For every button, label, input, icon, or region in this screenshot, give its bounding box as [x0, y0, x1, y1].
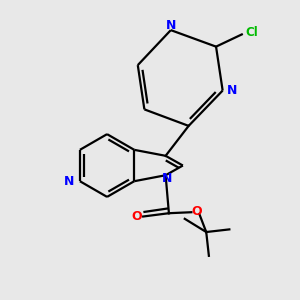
Text: N: N [226, 84, 237, 97]
Text: O: O [191, 205, 202, 218]
Text: N: N [64, 175, 74, 188]
Text: N: N [162, 172, 172, 185]
Text: Cl: Cl [246, 26, 259, 39]
Text: O: O [131, 210, 142, 223]
Text: N: N [166, 19, 176, 32]
